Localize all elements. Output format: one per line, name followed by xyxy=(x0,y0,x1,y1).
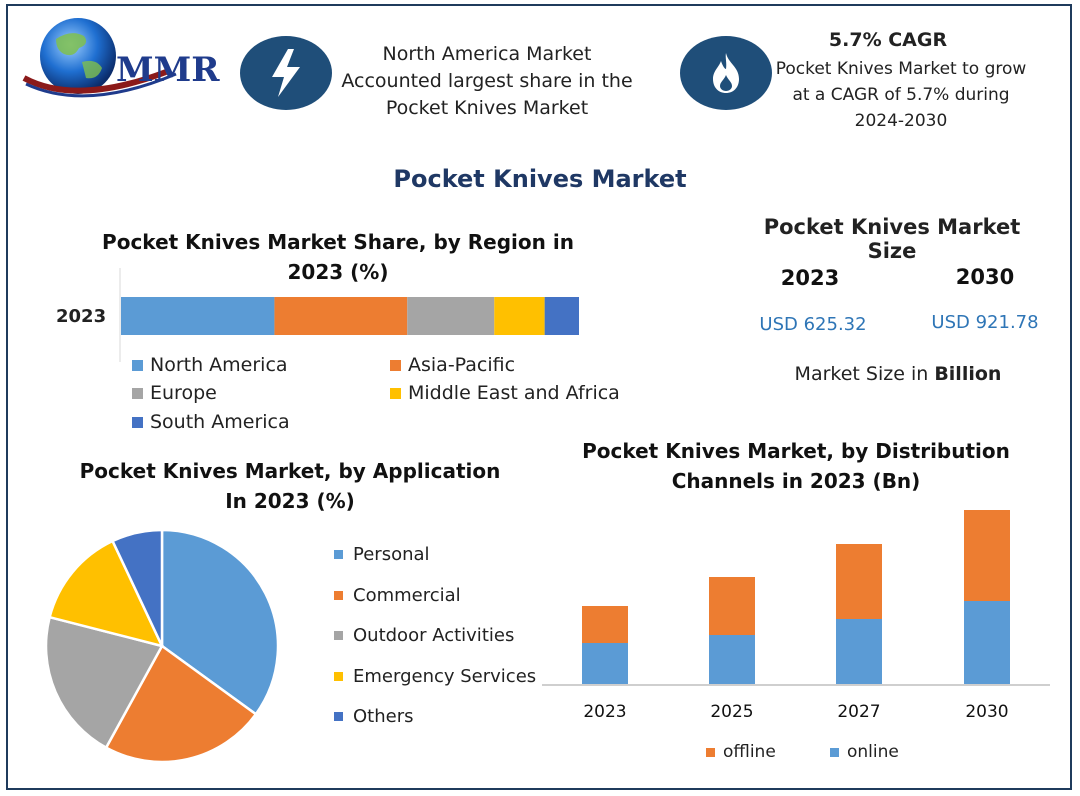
bar-online-2025 xyxy=(709,635,755,684)
application-chart-title: Pocket Knives Market, by Application In … xyxy=(60,456,520,516)
legend-swatch xyxy=(132,359,143,371)
legend-item-offline: offline xyxy=(706,742,776,762)
application-title-line1: Pocket Knives Market, by Application xyxy=(79,459,501,483)
page-title: Pocket Knives Market xyxy=(393,165,687,193)
legend-swatch xyxy=(334,672,343,681)
legend-label: online xyxy=(847,742,899,762)
bar-offline-2030 xyxy=(964,510,1010,601)
bar-offline-2027 xyxy=(836,544,882,619)
legend-swatch xyxy=(706,747,715,757)
region-segment-south-america xyxy=(544,297,579,335)
market-size-unit: Market Size in Billion xyxy=(760,363,1036,385)
legend-swatch xyxy=(334,550,343,559)
info1-line2: Accounted largest share in the xyxy=(341,70,633,92)
globe-icon xyxy=(22,18,177,98)
legend-item-europe: Europe xyxy=(132,382,217,404)
region-segment-middle-east-and-africa xyxy=(494,297,545,335)
legend-swatch xyxy=(830,747,839,757)
distribution-chart-title: Pocket Knives Market, by Distribution Ch… xyxy=(566,436,1026,496)
pie-slice-personal xyxy=(160,528,280,716)
infographic-frame xyxy=(6,4,1072,790)
x-tick-label: 2025 xyxy=(710,702,754,722)
legend-item-middle-east-africa: Middle East and Africa xyxy=(390,382,620,404)
legend-swatch xyxy=(132,387,143,399)
x-tick-label: 2027 xyxy=(837,702,881,722)
legend-swatch xyxy=(334,631,343,640)
flame-icon-badge xyxy=(680,36,772,110)
region-row-label: 2023 xyxy=(56,306,107,327)
market-size-value-2030: USD 921.78 xyxy=(931,312,1039,333)
legend-item-outdoor-activities: Outdoor Activities xyxy=(334,625,514,646)
application-title-line2: In 2023 (%) xyxy=(225,489,355,513)
region-segment-europe xyxy=(407,297,495,335)
legend-swatch xyxy=(334,712,343,721)
region-title-line1: Pocket Knives Market Share, by Region in xyxy=(102,230,574,254)
legend-item-commercial: Commercial xyxy=(334,585,461,606)
legend-swatch xyxy=(390,387,401,399)
legend-label: offline xyxy=(723,742,776,762)
legend-label: Outdoor Activities xyxy=(353,625,515,646)
region-segment-north-america xyxy=(121,297,275,335)
legend-swatch xyxy=(390,359,401,371)
region-segment-asia-pacific xyxy=(274,297,408,335)
x-tick-label: 2023 xyxy=(583,702,627,722)
bar-offline-2025 xyxy=(709,577,755,635)
legend-label: South America xyxy=(150,411,290,433)
legend-label: Emergency Services xyxy=(353,666,537,687)
legend-swatch xyxy=(334,591,343,600)
legend-item-asia-pacific: Asia-Pacific xyxy=(390,354,515,376)
info2-line1: Pocket Knives Market to grow xyxy=(775,59,1027,79)
legend-item-online: online xyxy=(830,742,899,762)
market-size-title: Pocket Knives Market Size xyxy=(763,215,1021,263)
legend-item-personal: Personal xyxy=(334,544,430,565)
distribution-title-line1: Pocket Knives Market, by Distribution xyxy=(582,439,1010,463)
region-title-line2: 2023 (%) xyxy=(287,260,389,284)
legend-swatch xyxy=(132,416,143,428)
legend-label: North America xyxy=(150,354,288,376)
legend-label: Asia-Pacific xyxy=(408,354,516,376)
legend-label: Others xyxy=(353,706,414,727)
brand-name: MMR xyxy=(116,50,220,90)
legend-item-north-america: North America xyxy=(132,354,288,376)
unit-bold: Billion xyxy=(934,363,1002,385)
legend-item-south-america: South America xyxy=(132,411,290,433)
bar-online-2027 xyxy=(836,619,882,684)
application-pie-chart xyxy=(44,528,280,764)
lightning-icon xyxy=(272,49,300,97)
info1-line1: North America Market xyxy=(382,43,592,65)
info-north-america: North America Market Accounted largest s… xyxy=(330,41,644,122)
distribution-bar-chart xyxy=(542,510,1050,686)
pie-slice-emergency-services xyxy=(48,539,165,648)
region-bar-chart xyxy=(119,268,579,362)
market-size-year-2023: 2023 xyxy=(780,266,840,290)
region-chart-title: Pocket Knives Market Share, by Region in… xyxy=(100,227,576,287)
flame-icon xyxy=(713,53,739,93)
market-size-value-2023: USD 625.32 xyxy=(759,314,867,335)
info1-line3: Pocket Knives Market xyxy=(385,97,589,119)
pie-slice-others xyxy=(110,528,164,647)
bar-offline-2023 xyxy=(582,606,628,643)
lightning-icon-badge xyxy=(240,36,332,110)
pie-slice-commercial xyxy=(104,644,258,764)
info2-line2: at a CAGR of 5.7% during xyxy=(792,85,1010,105)
x-tick-label: 2030 xyxy=(965,702,1009,722)
info2-line3: 2024-2030 xyxy=(854,111,948,131)
distribution-title-line2: Channels in 2023 (Bn) xyxy=(671,469,921,493)
unit-prefix: Market Size in xyxy=(794,363,935,385)
legend-label: Commercial xyxy=(353,585,461,606)
cagr-heading: 5.7% CAGR xyxy=(828,29,948,51)
legend-label: Europe xyxy=(150,382,217,404)
legend-item-emergency-services: Emergency Services xyxy=(334,666,536,687)
brand-logo: MMR xyxy=(16,14,221,104)
legend-label: Personal xyxy=(353,544,430,565)
pie-slice-outdoor-activities xyxy=(44,615,164,750)
legend-item-others: Others xyxy=(334,706,414,727)
info-cagr: Pocket Knives Market to grow at a CAGR o… xyxy=(770,56,1032,134)
bar-online-2030 xyxy=(964,601,1010,684)
legend-label: Middle East and Africa xyxy=(408,382,620,404)
bar-online-2023 xyxy=(582,643,628,684)
market-size-year-2030: 2030 xyxy=(955,265,1015,289)
